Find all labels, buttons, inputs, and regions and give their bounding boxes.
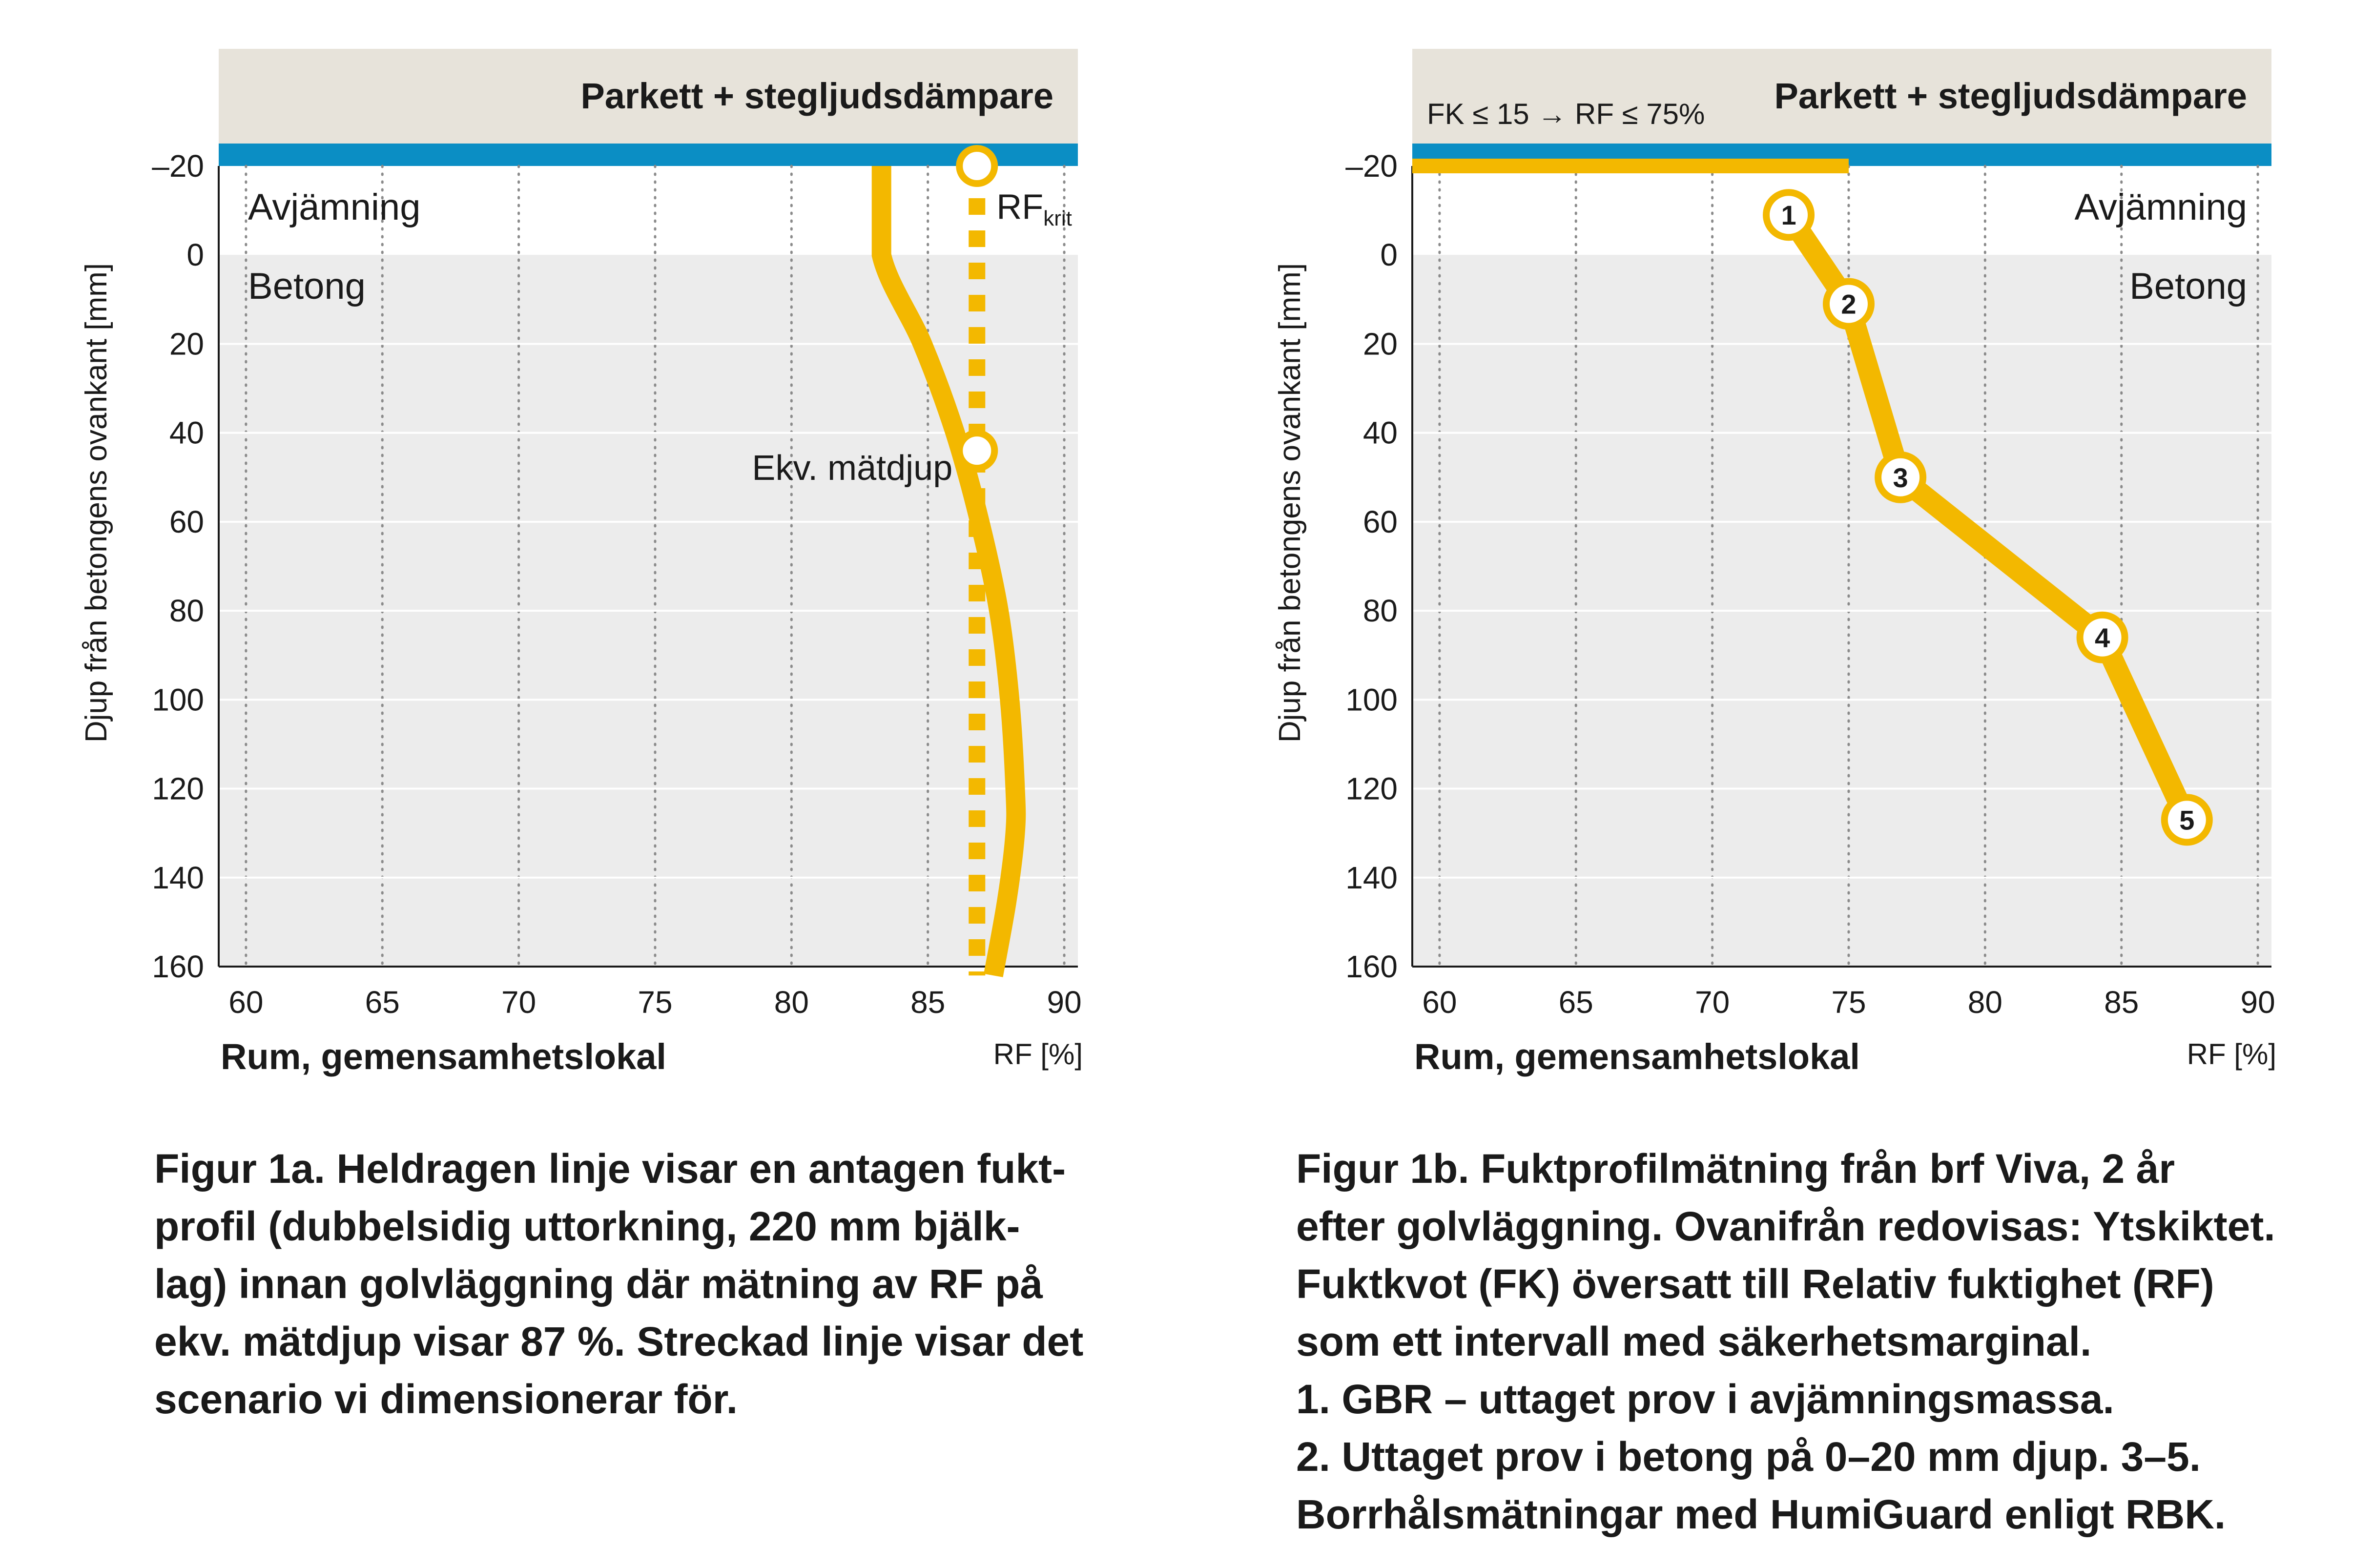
y-tick-label: 40 bbox=[169, 415, 204, 451]
header-band bbox=[219, 49, 1078, 144]
figure-1b-caption: Figur 1b. Fuktprofilmätning från brf Viv… bbox=[1296, 1140, 2275, 1543]
caption-line: efter golvläggning. Ovanifrån redovisas:… bbox=[1296, 1203, 2275, 1249]
x-tick-label: 90 bbox=[1047, 985, 1081, 1020]
header-title: Parkett + stegljudsdämpare bbox=[580, 76, 1053, 116]
marker-circle bbox=[956, 145, 998, 187]
chart-subtitle: Rum, gemensamhetslokal bbox=[221, 1036, 666, 1077]
y-tick-label: 120 bbox=[1345, 771, 1398, 806]
zone-label-concrete: Betong bbox=[248, 266, 366, 307]
zone-label-leveling: Avjämning bbox=[2075, 186, 2247, 228]
y-tick-label: –20 bbox=[1345, 148, 1398, 184]
surface-layer-band bbox=[219, 144, 1078, 166]
figure-1a-caption: Figur 1a. Heldragen linje visar en antag… bbox=[154, 1140, 1083, 1428]
y-tick-label: 160 bbox=[1345, 949, 1398, 984]
y-tick-label: 100 bbox=[1345, 682, 1398, 717]
y-tick-label: –20 bbox=[152, 148, 204, 184]
caption-line: Fuktkvot (FK) översatt till Relativ fukt… bbox=[1296, 1261, 2214, 1307]
measurement-point bbox=[1763, 189, 1815, 241]
header-title: Parkett + stegljudsdämpare bbox=[1774, 76, 2247, 116]
measurement-point-label: 5 bbox=[2179, 805, 2194, 835]
chart-1b: Parkett + stegljudsdämpare 60 65 70 75 80 85 90… bbox=[1273, 49, 2276, 1077]
measurement-point bbox=[2076, 611, 2128, 663]
y-tick-label: 20 bbox=[169, 326, 204, 361]
x-tick-label: 65 bbox=[1559, 985, 1593, 1020]
x-tick-label: 80 bbox=[774, 985, 809, 1020]
measurement-point-label: 2 bbox=[1841, 289, 1856, 319]
x-tick-label: 70 bbox=[501, 985, 536, 1020]
y-tick-label: 0 bbox=[186, 237, 204, 272]
y-axis-label: Djup från betongens ovankant [mm] bbox=[1273, 263, 1307, 743]
y-tick-label: 80 bbox=[1363, 593, 1398, 628]
caption-line: ekv. mätdjup visar 87 %. Streckad linje … bbox=[154, 1319, 1084, 1364]
x-axis-label: RF [%] bbox=[2187, 1038, 2276, 1071]
rf-krit-subscript: krit bbox=[1043, 206, 1072, 230]
chart-1a: Parkett + stegljudsdämpare 60 65 70 75 80 85 90… bbox=[80, 49, 1083, 1077]
measurement-point bbox=[2161, 794, 2213, 846]
x-axis-label: RF [%] bbox=[993, 1038, 1083, 1071]
y-tick-label: 40 bbox=[1363, 415, 1398, 451]
caption-line: Borrhålsmätningar med HumiGuard enligt R… bbox=[1296, 1491, 2226, 1537]
zone-label-concrete: Betong bbox=[2129, 266, 2247, 307]
zone-label-leveling: Avjämning bbox=[248, 186, 420, 228]
fk-annotation: FK ≤ 15 → RF ≤ 75% bbox=[1427, 98, 1705, 130]
equivalent-depth-label: Ekv. mätdjup bbox=[752, 449, 952, 488]
assumed-profile-curve bbox=[871, 165, 1026, 977]
x-tick-label: 90 bbox=[2240, 985, 2275, 1020]
rf-krit-main: RF bbox=[996, 187, 1043, 227]
caption-line: 1. GBR – uttaget prov i avjämningsmassa. bbox=[1296, 1376, 2114, 1422]
measurement-point-label: 4 bbox=[2095, 622, 2110, 653]
marker-circle bbox=[956, 430, 998, 472]
x-tick-label: 80 bbox=[1968, 985, 2002, 1020]
caption-line: Figur 1a. Heldragen linje visar en antag… bbox=[154, 1146, 1066, 1192]
caption-line: scenario vi dimensionerar för. bbox=[154, 1376, 738, 1422]
rf-krit-label: RFkrit bbox=[996, 187, 1072, 230]
y-tick-label: 20 bbox=[1363, 326, 1398, 361]
measurement-point bbox=[1875, 451, 1927, 503]
y-tick-label: 120 bbox=[152, 771, 204, 806]
y-tick-label: 100 bbox=[152, 682, 204, 717]
x-tick-label: 85 bbox=[910, 985, 945, 1020]
y-tick-label: 140 bbox=[1345, 860, 1398, 895]
x-tick-label: 65 bbox=[365, 985, 400, 1020]
y-tick-label: 140 bbox=[152, 860, 204, 895]
x-tick-label: 75 bbox=[638, 985, 672, 1020]
x-tick-label: 60 bbox=[1422, 985, 1457, 1020]
header-band bbox=[1412, 49, 2271, 144]
x-tick-label: 75 bbox=[1831, 985, 1866, 1020]
caption-line: lag) innan golvläggning där mätning av R… bbox=[154, 1261, 1043, 1307]
y-axis-label: Djup från betongens ovankant [mm] bbox=[80, 263, 113, 743]
caption-line: som ett intervall med säkerhetsmarginal. bbox=[1296, 1319, 2092, 1364]
measurement-point-label: 1 bbox=[1781, 200, 1796, 230]
y-tick-label: 0 bbox=[1380, 237, 1398, 272]
chart-subtitle: Rum, gemensamhetslokal bbox=[1414, 1036, 1860, 1077]
y-tick-label: 80 bbox=[169, 593, 204, 628]
caption-line: profil (dubbelsidig uttorkning, 220 mm b… bbox=[154, 1203, 1020, 1249]
caption-line: 2. Uttaget prov i betong på 0–20 mm djup… bbox=[1296, 1434, 2201, 1480]
leveling-zone bbox=[219, 166, 1078, 255]
measurement-point-label: 3 bbox=[1893, 462, 1908, 493]
measurement-point bbox=[1822, 278, 1875, 330]
y-tick-label: 160 bbox=[152, 949, 204, 984]
x-tick-label: 70 bbox=[1695, 985, 1730, 1020]
leveling-zone bbox=[1412, 166, 2271, 255]
caption-line: Figur 1b. Fuktprofilmätning från brf Viv… bbox=[1296, 1146, 2175, 1192]
x-tick-label: 85 bbox=[2104, 985, 2139, 1020]
x-tick-label: 60 bbox=[228, 985, 263, 1020]
y-tick-label: 60 bbox=[169, 504, 204, 539]
y-tick-label: 60 bbox=[1363, 504, 1398, 539]
